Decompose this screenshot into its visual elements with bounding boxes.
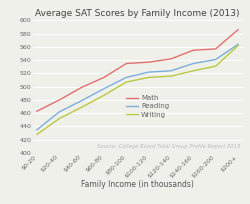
Writing bbox=[125, 81, 128, 83]
Line: Writing: Writing bbox=[37, 46, 238, 134]
Text: Source: College Board Total Group Profile Report 2013: Source: College Board Total Group Profil… bbox=[97, 144, 240, 149]
Writing bbox=[80, 106, 83, 109]
Writing bbox=[147, 76, 150, 79]
Writing bbox=[58, 117, 61, 120]
Math bbox=[192, 49, 195, 51]
X-axis label: Family Income (in thousands): Family Income (in thousands) bbox=[81, 180, 194, 189]
Math bbox=[102, 76, 106, 79]
Math bbox=[125, 62, 128, 65]
Reading bbox=[236, 43, 240, 45]
Reading bbox=[80, 99, 83, 102]
Reading bbox=[170, 70, 172, 72]
Writing bbox=[192, 70, 195, 72]
Math bbox=[236, 28, 240, 31]
Writing bbox=[102, 94, 106, 96]
Math bbox=[58, 99, 61, 101]
Reading bbox=[147, 71, 150, 73]
Math bbox=[170, 58, 172, 60]
Math bbox=[36, 110, 38, 112]
Reading bbox=[214, 58, 217, 61]
Math bbox=[80, 86, 83, 89]
Writing bbox=[236, 44, 240, 47]
Reading bbox=[58, 111, 61, 113]
Writing bbox=[214, 65, 217, 67]
Title: Average SAT Scores by Family Income (2013): Average SAT Scores by Family Income (201… bbox=[35, 9, 240, 18]
Math bbox=[147, 61, 150, 63]
Line: Reading: Reading bbox=[37, 44, 238, 130]
Reading bbox=[102, 88, 106, 90]
Writing bbox=[170, 75, 172, 77]
Reading bbox=[192, 62, 195, 65]
Line: Math: Math bbox=[37, 30, 238, 111]
Writing bbox=[36, 133, 38, 136]
Reading bbox=[36, 129, 38, 131]
Math bbox=[214, 48, 217, 50]
Legend: Math, Reading, Writing: Math, Reading, Writing bbox=[123, 93, 172, 120]
Reading bbox=[125, 76, 128, 79]
